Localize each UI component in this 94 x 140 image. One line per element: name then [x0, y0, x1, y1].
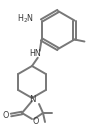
Text: O: O: [33, 116, 39, 125]
Text: HN: HN: [29, 49, 41, 58]
Text: N: N: [29, 95, 35, 104]
Text: H$_2$N: H$_2$N: [17, 12, 35, 25]
Text: O: O: [3, 111, 9, 121]
